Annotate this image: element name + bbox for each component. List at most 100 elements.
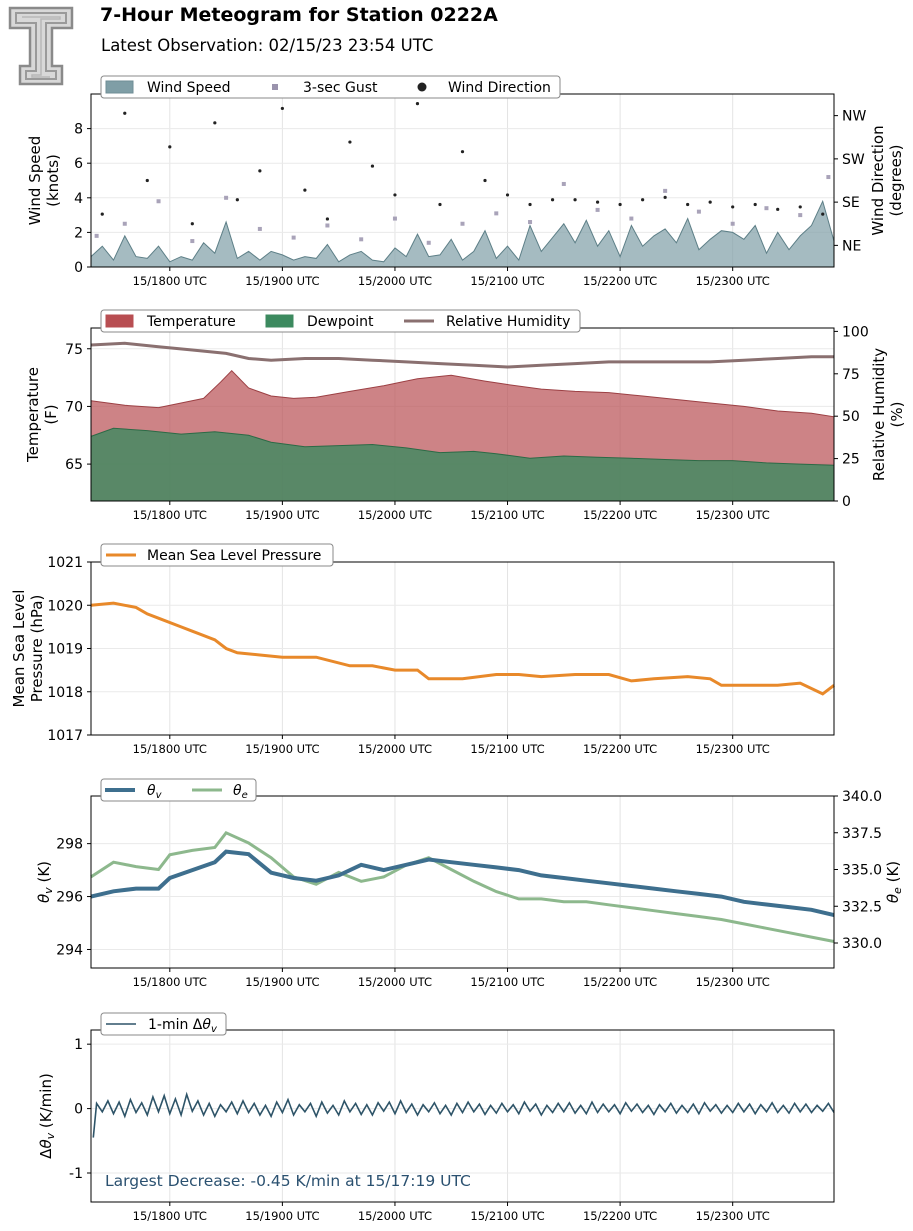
wind-direction-point: [100, 212, 104, 216]
dtheta-legend-label: 1-min Δθv: [148, 1017, 218, 1035]
theta-e-line: [90, 830, 835, 943]
pressure-ytick-label: 1019: [47, 642, 83, 658]
wind-y2tick-label: SW: [842, 152, 865, 168]
dtheta-xtick-label: 15/2000 UTC: [358, 1209, 432, 1223]
gust-point: [561, 181, 566, 186]
wind-ytick-label: 0: [74, 260, 83, 276]
dtheta-xtick-label: 15/1800 UTC: [133, 1209, 207, 1223]
gust-point: [190, 239, 195, 244]
wind-xtick-label: 15/2200 UTC: [583, 274, 657, 288]
temp-xtick-label: 15/1800 UTC: [133, 508, 207, 522]
pressure-legend: [100, 543, 334, 567]
page-title: 7-Hour Meteogram for Station 0222A: [100, 4, 498, 26]
theta-xtick-label: 15/2100 UTC: [470, 975, 544, 989]
wind-direction-point: [370, 164, 375, 168]
wind-legend-label: 3-sec Gust: [303, 80, 378, 96]
temp-ytick-label: 70: [65, 399, 83, 415]
theta-ytick-label: 294: [56, 942, 83, 958]
gust-point: [696, 209, 701, 214]
pressure-ylabel-line: Mean Sea Level: [10, 590, 28, 708]
gust-point: [764, 206, 769, 211]
wind-direction-point: [145, 178, 149, 183]
wind-ylabel-line: Wind Speed: [26, 136, 44, 226]
gust-point: [494, 211, 499, 216]
pressure-xtick-label: 15/2200 UTC: [583, 742, 657, 756]
gust-point: [94, 233, 99, 238]
theta-y2tick-label: 340.0: [842, 789, 882, 805]
theta-y2tick-label: 337.5: [842, 826, 882, 842]
pressure-xtick-label: 15/1900 UTC: [245, 742, 319, 756]
wind-direction-point: [505, 193, 510, 197]
temp-ytick-label: 65: [65, 457, 83, 473]
wind-y2tick-label: NW: [842, 109, 866, 125]
wind-direction-point: [213, 121, 217, 125]
theta-xtick-label: 15/1900 UTC: [245, 975, 319, 989]
wind-y2label-line: (degrees): [887, 144, 905, 216]
temp-legend-label: Relative Humidity: [446, 314, 570, 330]
temp-y2tick-label: 100: [842, 324, 869, 340]
largest-decrease-annotation: Largest Decrease: -0.45 K/min at 15/17:1…: [105, 1172, 471, 1190]
theta-y2label: θe (K): [884, 861, 904, 903]
wind-legend-label: Wind Speed: [147, 80, 231, 96]
wind-direction-point: [595, 200, 600, 204]
temp-y2tick-label: 25: [842, 452, 860, 468]
dtheta-ylabel-text: Δθv (K/min): [37, 1073, 57, 1159]
temp-xtick-label: 15/2300 UTC: [696, 508, 770, 522]
wind-y2label-line: Wind Direction: [869, 125, 887, 235]
gust-point: [663, 188, 668, 193]
wind-ytick-label: 2: [74, 225, 83, 241]
wind-direction-point: [641, 198, 645, 202]
dtheta-ytick-label: -1: [69, 1166, 83, 1182]
theta-y2tick-label: 335.0: [842, 863, 882, 879]
wind-direction-point: [123, 111, 127, 115]
pressure-frame: [90, 561, 835, 736]
temp-ylabel-line: Temperature: [24, 367, 42, 463]
wind-direction-point: [438, 202, 442, 207]
theta-legend-label: θv: [147, 783, 163, 801]
temp-legend-label: Dewpoint: [307, 314, 374, 330]
wind-direction-point: [415, 102, 420, 106]
pressure-xtick-label: 15/1800 UTC: [133, 742, 207, 756]
temp-y2label: Relative Humidity (%): [870, 348, 906, 481]
wind-y2tick-label: SE: [842, 195, 860, 211]
wind-direction-point: [258, 169, 262, 173]
texas-tech-logo: [6, 4, 76, 92]
wind-y2label: Wind Direction (degrees): [869, 125, 905, 235]
gust-point: [595, 207, 600, 212]
wind-xtick-label: 15/2000 UTC: [358, 274, 432, 288]
gust-point: [528, 220, 533, 225]
wind-legend-swatch: [105, 80, 134, 94]
gust-point: [460, 221, 465, 226]
temp-ylabel: Temperature (F): [24, 367, 60, 463]
theta-xtick-label: 15/2200 UTC: [583, 975, 657, 989]
wind-direction-point: [235, 198, 239, 202]
wind-direction-point: [325, 217, 330, 221]
dtheta-xtick-label: 15/1900 UTC: [245, 1209, 319, 1223]
pressure-line: [90, 601, 835, 696]
gust-point: [798, 213, 803, 218]
theta-legend: [100, 778, 257, 802]
temp-legend-swatch: [105, 314, 134, 328]
wind-direction-point: [483, 178, 487, 183]
wind-xtick-label: 15/2300 UTC: [696, 274, 770, 288]
temp-y2tick-label: 50: [842, 409, 860, 425]
dtheta-legend: [100, 1012, 227, 1036]
gust-point: [224, 195, 229, 200]
theta-frame: [90, 795, 835, 969]
wind-ylabel: Wind Speed (knots): [26, 136, 62, 226]
wind-xtick-label: 15/1800 UTC: [133, 274, 207, 288]
gust-point: [257, 226, 262, 231]
theta-y2label-text: θe (K): [884, 861, 904, 903]
theta-y2tick-label: 330.0: [842, 936, 882, 952]
theta-xtick-label: 15/2000 UTC: [358, 975, 432, 989]
dtheta-ytick-label: 1: [74, 1037, 83, 1053]
temp-ylabel-line: (F): [42, 404, 60, 424]
pressure-ylabel: Mean Sea Level Pressure (hPa): [10, 590, 46, 708]
theta-xtick-label: 15/1800 UTC: [133, 975, 207, 989]
wind-direction-point: [393, 193, 397, 197]
theta-ylabel-text: θv (K): [35, 861, 55, 903]
wind-direction-point: [708, 200, 712, 204]
wind-direction-point: [190, 222, 194, 226]
temp-legend-swatch: [265, 314, 294, 328]
